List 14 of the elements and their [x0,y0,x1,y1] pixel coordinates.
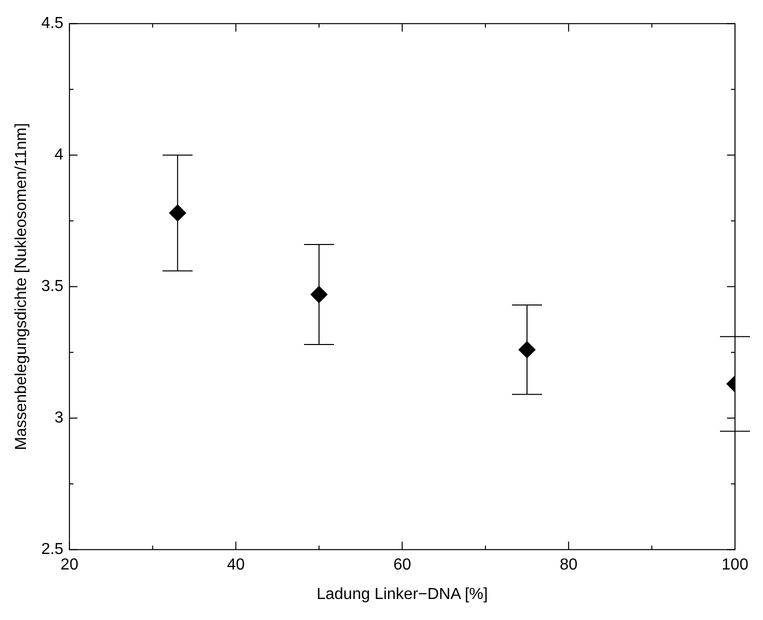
point [169,204,186,222]
y-tick-label: 4 [54,146,64,164]
y-tick-label: 3.5 [41,278,64,296]
y-axis-title: Massenbelegungsdichte [Nukleosomen/11nm] [13,123,30,450]
x-tick-label: 20 [60,556,78,574]
x-tick-label: 40 [226,556,245,574]
y-tick-label: 3 [54,410,64,427]
x-tick-label: 60 [393,556,412,574]
x-tick-label: 100 [722,556,748,574]
x-axis-title: Ladung Linker−DNA [%] [316,586,488,603]
x-tick-label: 80 [560,556,578,574]
point [310,286,328,303]
y-tick-label: 4.5 [41,15,64,32]
y-tick-label: 2.5 [41,541,64,558]
